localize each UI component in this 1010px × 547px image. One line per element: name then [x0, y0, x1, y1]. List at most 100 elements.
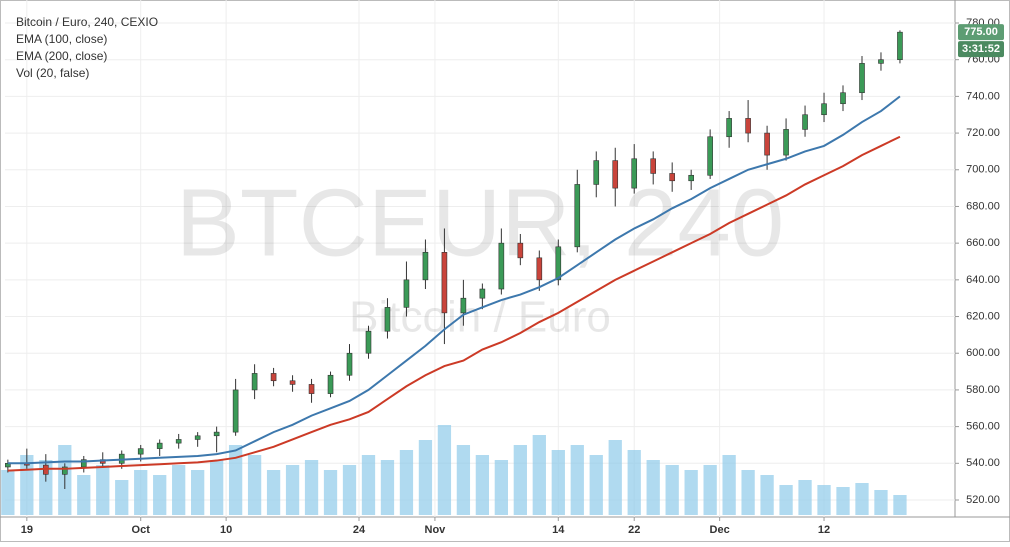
y-tick-label: 720.00: [966, 127, 1000, 139]
volume-bar: [893, 495, 907, 515]
volume-bar: [77, 475, 91, 515]
candle-body: [346, 352, 353, 376]
volume-bar: [96, 465, 110, 515]
volume-bar: [665, 465, 679, 515]
price-tag-label: 775.00: [964, 26, 998, 38]
candle-body: [384, 307, 391, 332]
candle-body: [574, 184, 581, 248]
candle-body: [251, 373, 258, 391]
x-tick-label: 14: [552, 524, 565, 536]
watermark-subtitle: Bitcoin / Euro: [349, 293, 611, 342]
x-tick-label: 24: [353, 524, 366, 536]
volume-bar: [115, 480, 129, 515]
y-tick-label: 740.00: [966, 90, 1000, 102]
volume-bar: [134, 470, 148, 515]
volume-bar: [513, 445, 527, 515]
ema-line: [7, 135, 901, 472]
volume-bar: [798, 480, 812, 515]
candle-body: [707, 136, 713, 176]
candle-body: [612, 160, 619, 189]
candle-body: [726, 118, 732, 138]
candle-body: [308, 384, 315, 394]
legend-entry: EMA (200, close): [16, 49, 107, 63]
volume-bar: [209, 460, 224, 515]
volume-bar: [266, 470, 281, 515]
x-tick-label: Nov: [425, 524, 447, 536]
x-tick-label: Oct: [132, 524, 151, 536]
candle-body: [365, 330, 372, 354]
volume-bar: [39, 460, 53, 515]
candle-body: [289, 380, 296, 385]
y-tick-label: 560.00: [966, 421, 1000, 433]
legend-entry: EMA (100, close): [16, 32, 107, 46]
volume-bar: [646, 460, 660, 515]
volume-bar: [570, 445, 584, 515]
volume-bar: [589, 455, 603, 515]
candle-body: [650, 158, 657, 174]
volume-bar: [153, 475, 167, 515]
candle-body: [859, 63, 865, 94]
candle-body: [194, 435, 201, 440]
price-tag: [958, 24, 1004, 41]
candle-body: [232, 389, 239, 433]
candle-body: [270, 373, 277, 382]
candle-body: [517, 242, 524, 259]
candle-body: [213, 431, 220, 437]
y-tick-label: 660.00: [966, 237, 1000, 249]
candle-body: [669, 173, 675, 182]
candle-body: [764, 132, 770, 156]
candle-body: [61, 466, 68, 475]
legend-entry: Vol (20, false): [16, 66, 89, 80]
countdown-label: 3:31:52: [962, 43, 1000, 55]
volume-bar: [285, 465, 300, 515]
y-tick-label: 640.00: [966, 274, 1000, 286]
candle-body: [479, 288, 486, 299]
candle-body: [327, 374, 334, 394]
candle-body: [137, 448, 144, 455]
volume-bar: [361, 455, 376, 515]
volume-bar: [855, 483, 869, 515]
candle-body: [840, 92, 846, 105]
x-tick-label: 19: [21, 524, 33, 536]
countdown-tag: [958, 41, 1004, 58]
volume-bar: [1, 470, 15, 515]
volume-bar: [532, 435, 546, 515]
candle-body: [422, 252, 429, 281]
candle-body: [802, 114, 808, 130]
x-tick-label: 22: [628, 524, 640, 536]
volume-bar: [779, 485, 793, 515]
volume-bar: [703, 465, 717, 515]
candle-body: [593, 160, 600, 185]
volume-bar: [817, 485, 831, 515]
volume-bar: [304, 460, 319, 515]
volume-bar: [323, 470, 338, 515]
volume-bar: [722, 455, 736, 515]
candle-body: [688, 174, 694, 182]
y-tick-label: 700.00: [966, 164, 1000, 176]
candle-body: [498, 242, 505, 290]
volume-bar: [456, 445, 471, 515]
candle-body: [878, 59, 884, 64]
volume-bar: [228, 445, 243, 515]
volume-bar: [437, 425, 452, 515]
volume-bar: [380, 460, 395, 515]
watermark: BTCEUR, 240: [176, 169, 784, 276]
volume-bar: [475, 455, 490, 515]
volume-bar: [608, 440, 622, 515]
legend-title: Bitcoin / Euro, 240, CEXIO: [16, 15, 158, 29]
volume-bar: [172, 465, 186, 515]
volume-bar: [247, 455, 262, 515]
volume-bar: [684, 470, 698, 515]
candle-body: [745, 118, 751, 134]
candle-body: [460, 297, 467, 314]
candle-body: [631, 158, 638, 189]
volume-bar: [342, 465, 357, 515]
volume-bar: [741, 470, 755, 515]
volume-bar: [760, 475, 774, 515]
volume-bar: [551, 450, 565, 515]
candle-body: [156, 442, 163, 449]
candle-body: [441, 252, 448, 314]
y-tick-label: 680.00: [966, 200, 1000, 212]
candle-body: [536, 257, 543, 281]
